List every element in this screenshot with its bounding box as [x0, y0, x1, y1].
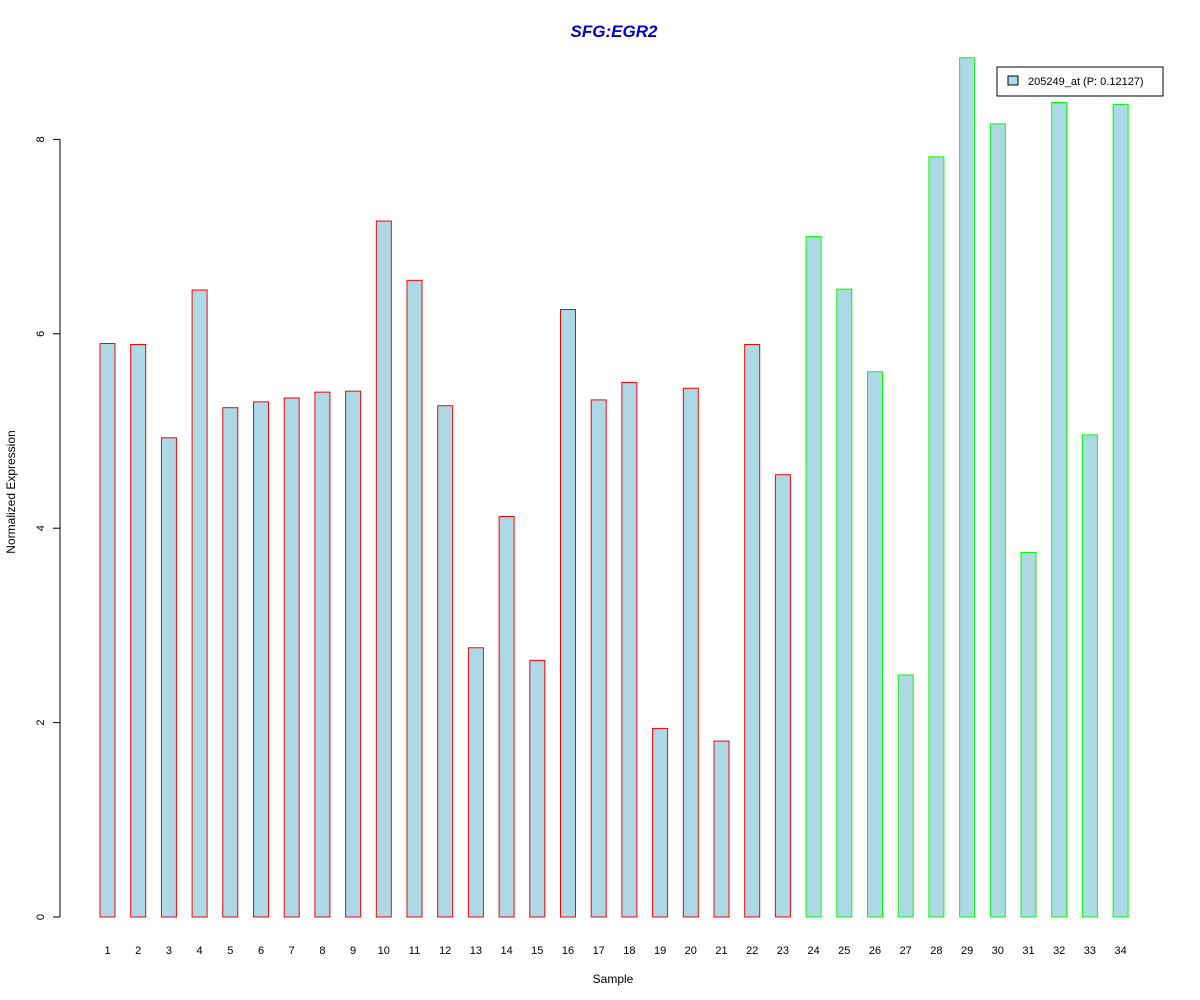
x-tick-label: 18	[623, 945, 635, 957]
x-tick-label: 34	[1114, 945, 1126, 957]
bar	[928, 156, 945, 918]
x-tick-label: 26	[869, 945, 881, 957]
x-tick-labels: 1 2 3 4 5 6 7 8 9 10 11 12 13 14 15 16 17 18 19 20 21 22 23 24 2…	[104, 945, 1126, 957]
bar	[744, 343, 761, 918]
bar	[437, 405, 454, 918]
x-tick-label: 14	[500, 945, 512, 957]
chart-title: SFG:EGR2	[571, 22, 658, 41]
x-tick-label: 7	[289, 945, 295, 957]
x-tick-label: 20	[685, 945, 697, 957]
bar	[345, 390, 362, 918]
x-tick-label: 3	[166, 945, 172, 957]
x-tick-label: 17	[593, 945, 605, 957]
x-tick-label: 4	[197, 945, 203, 957]
bar	[590, 399, 607, 918]
y-tick-label: 2	[35, 720, 47, 726]
x-tick-label: 16	[562, 945, 574, 957]
x-tick-label: 11	[409, 945, 420, 957]
x-tick-label: 29	[961, 945, 973, 957]
x-tick-label: 25	[838, 945, 850, 957]
x-tick-label: 30	[992, 945, 1004, 957]
bar	[836, 288, 853, 918]
x-tick-label: 21	[715, 945, 727, 957]
x-tick-label: 10	[378, 945, 390, 957]
x-tick-label: 27	[900, 945, 912, 957]
x-tick-label: 8	[319, 945, 325, 957]
y-axis: 0 2 4 6 8	[35, 136, 61, 920]
bar	[713, 740, 730, 918]
bar	[406, 279, 423, 918]
bar	[467, 647, 484, 918]
bar	[1112, 103, 1129, 918]
bar	[682, 387, 699, 918]
legend-swatch	[1007, 75, 1019, 86]
bar	[989, 123, 1006, 918]
x-tick-label: 31	[1022, 945, 1034, 957]
bar	[283, 397, 300, 918]
bar	[867, 371, 883, 918]
bar	[1051, 101, 1068, 918]
x-tick-label: 9	[350, 945, 356, 957]
x-tick-label: 6	[258, 945, 264, 957]
bar	[375, 220, 392, 918]
bar	[99, 343, 116, 918]
legend: 205249_at (P: 0.12127)	[996, 66, 1164, 97]
legend-entry: 205249_at (P: 0.12127)	[1028, 76, 1144, 88]
bar	[621, 381, 638, 918]
x-tick-label: 32	[1053, 945, 1065, 957]
y-axis-label: Normalized Expression	[4, 430, 18, 553]
x-tick-label: 33	[1084, 945, 1096, 957]
bar	[652, 727, 669, 918]
x-tick-label: 24	[807, 945, 819, 957]
x-tick-label: 22	[746, 945, 758, 957]
legend-box	[996, 66, 1164, 97]
x-tick-label: 19	[654, 945, 666, 957]
bar	[222, 407, 239, 918]
bar	[560, 309, 576, 918]
bar	[1020, 552, 1037, 918]
bar	[253, 401, 269, 918]
bar	[897, 674, 914, 918]
bar	[959, 57, 976, 918]
bar	[191, 289, 208, 918]
x-tick-label: 5	[227, 945, 233, 957]
y-tick-label: 8	[35, 136, 47, 142]
x-tick-label: 2	[135, 945, 141, 957]
x-axis-label: Sample	[593, 972, 634, 986]
bar	[805, 236, 822, 918]
x-tick-label: 1	[104, 945, 110, 957]
bar	[160, 437, 177, 918]
bar	[498, 516, 515, 918]
bar	[314, 391, 331, 918]
y-tick-label: 0	[35, 914, 47, 920]
bar	[1081, 434, 1098, 918]
x-tick-label: 28	[930, 945, 942, 957]
bar	[130, 343, 147, 918]
bars	[99, 57, 1129, 918]
x-tick-label: 13	[470, 945, 482, 957]
y-tick-label: 4	[35, 525, 47, 531]
y-tick-label: 6	[35, 331, 47, 337]
x-tick-label: 12	[439, 945, 451, 957]
bar	[529, 659, 546, 918]
bar	[774, 474, 791, 918]
x-tick-label: 23	[777, 945, 789, 957]
x-tick-label: 15	[531, 945, 543, 957]
